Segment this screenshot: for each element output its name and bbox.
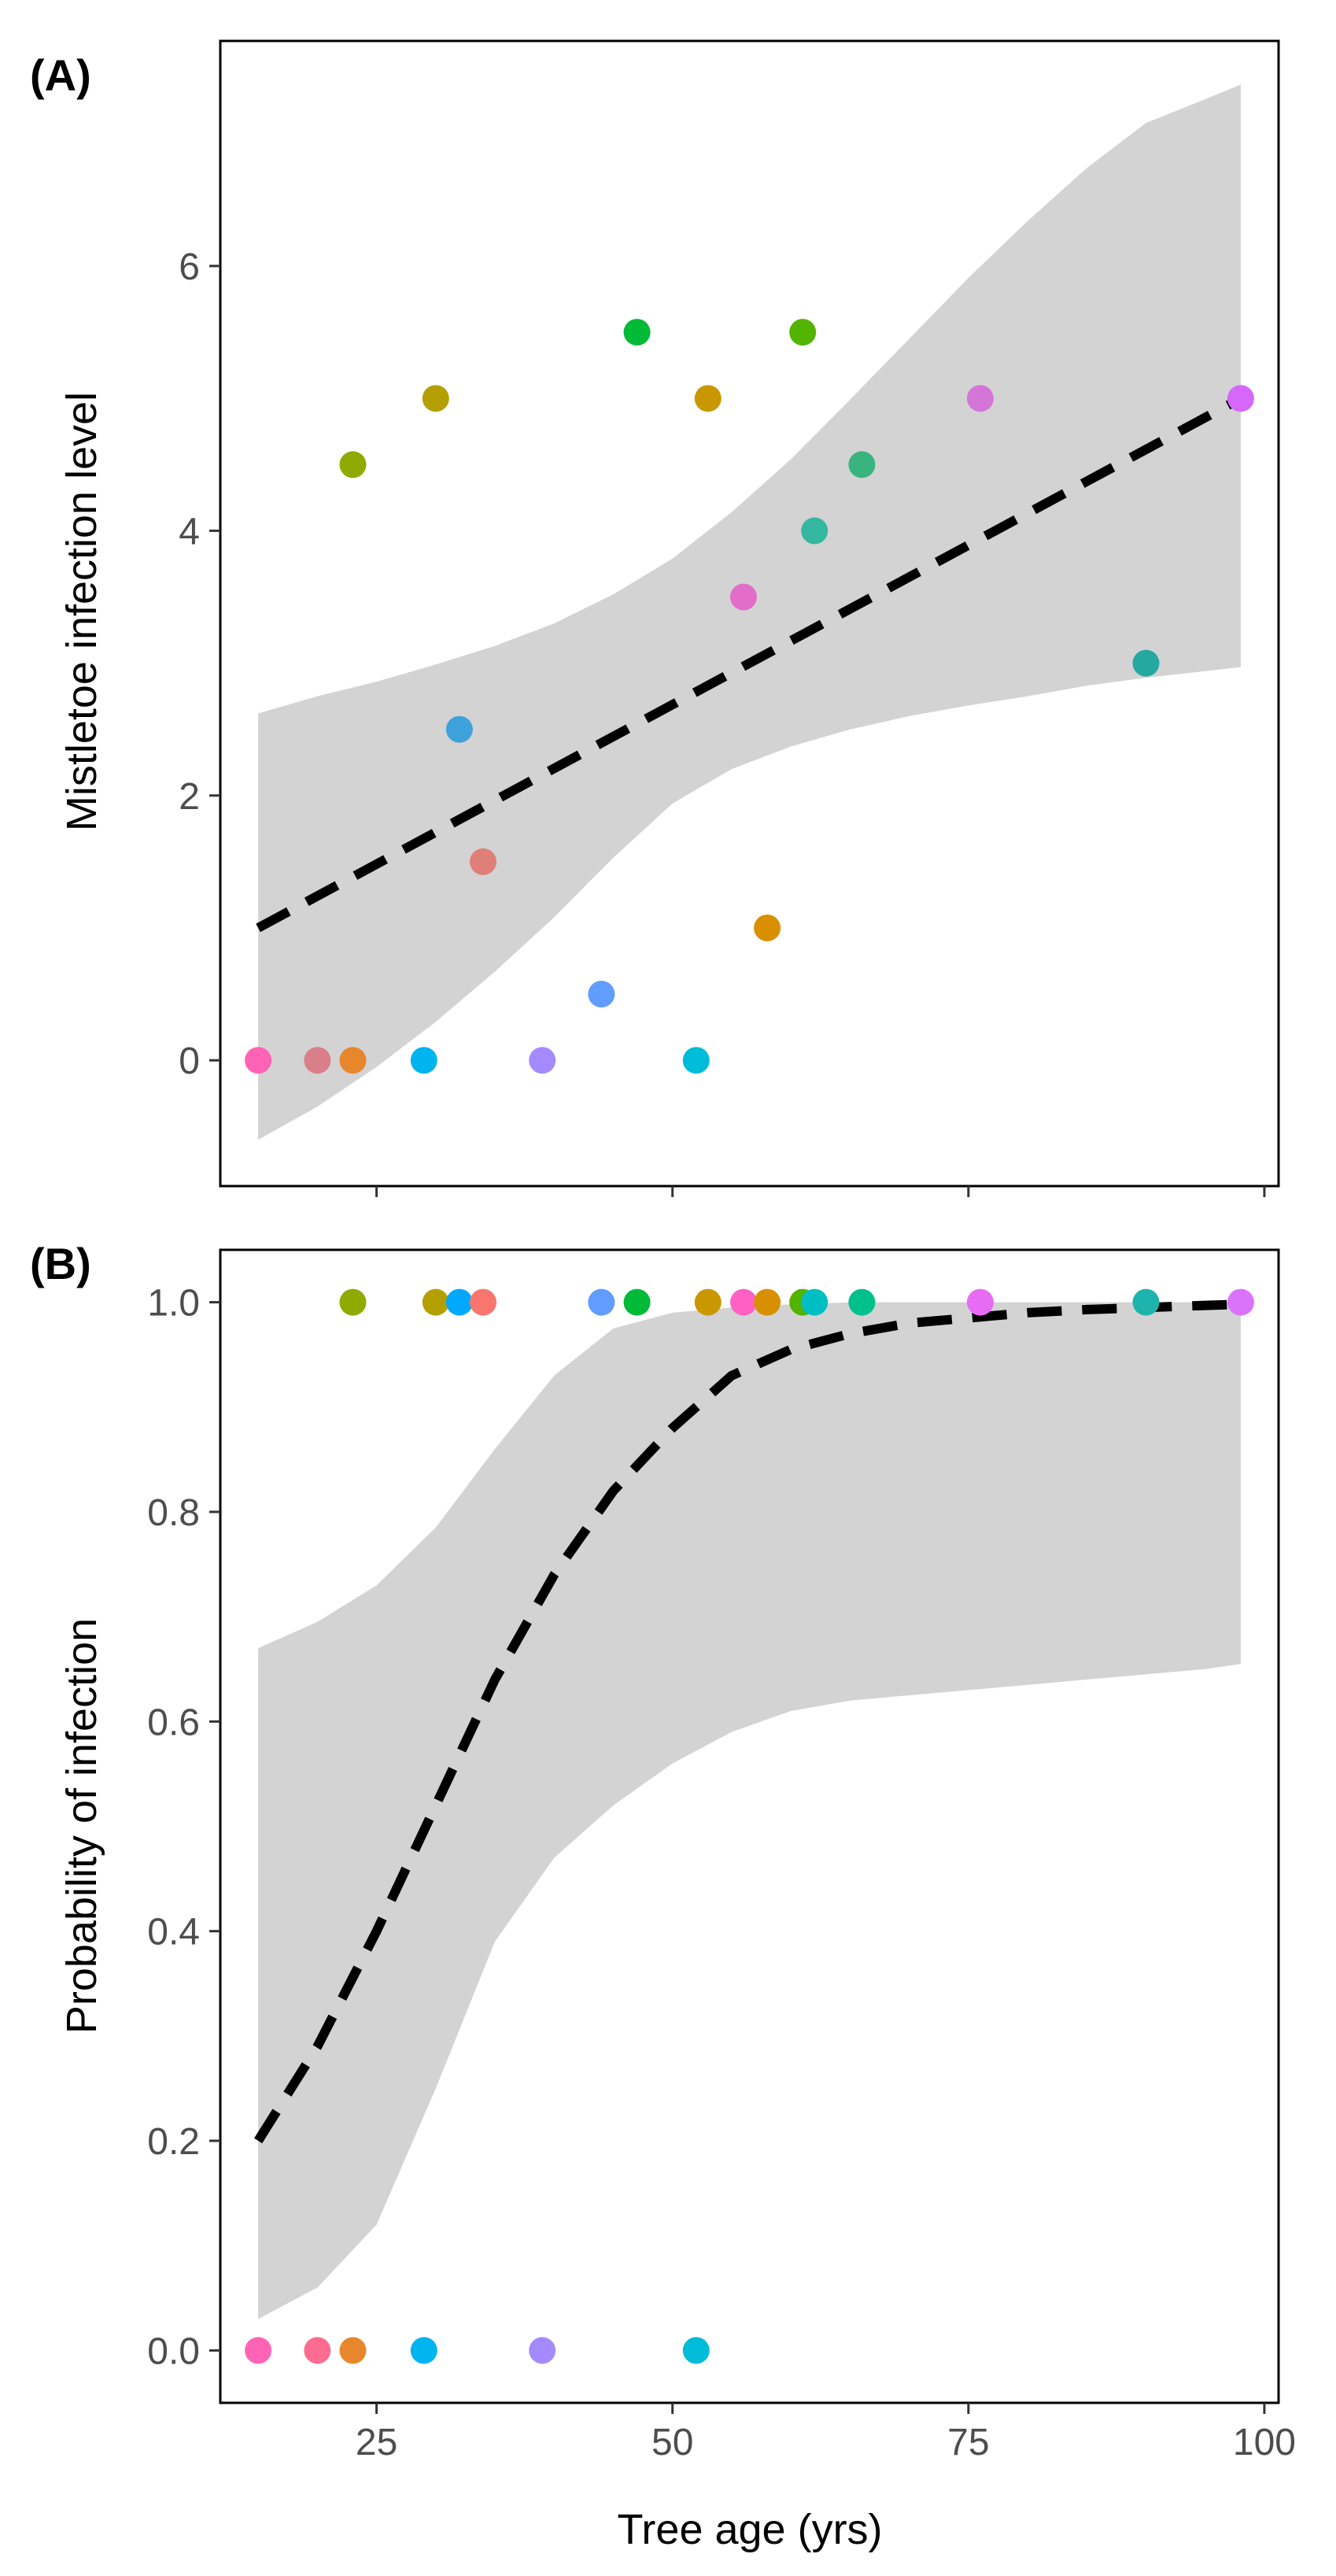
panel-a-confidence-band (258, 84, 1241, 1140)
panel-b-x-tick-label: 50 (651, 2422, 693, 2463)
panel-a-data-point (623, 319, 651, 346)
panel-a-points-group (245, 319, 1254, 1074)
panel-b-data-point (410, 2337, 437, 2364)
panel-b-data-point (470, 1288, 496, 1316)
panel-b-y-axis-title: Probability of infection (58, 1618, 105, 2034)
panel-a-y-tick-label: 0 (179, 1040, 200, 1082)
panel-a-data-point (789, 319, 817, 346)
panel-b-data-point (966, 1288, 994, 1316)
panel-a-y-tick-label: 4 (179, 511, 200, 553)
panel-a-data-point (422, 385, 449, 412)
panel-a-data-point (304, 1047, 331, 1074)
panel-a-data-point (1132, 649, 1160, 677)
panel-a-tag: (A) (30, 50, 91, 100)
panel-b-x-axis-title: Tree age (yrs) (617, 2506, 882, 2553)
panel-b-data-point (1132, 1288, 1160, 1316)
panel-a-data-point (966, 385, 994, 412)
panel-a-data-point (801, 517, 829, 545)
panel-b-frame (219, 1248, 1280, 2404)
panel-a-x-ticks (375, 1186, 1266, 1197)
panel-b-y-tick-label: 0.6 (147, 1702, 200, 1743)
panel-b-fit-line-group (254, 1299, 1242, 2144)
panel-a-y-tick-label: 2 (179, 776, 200, 818)
panel-a-data-point (588, 981, 615, 1008)
panel-a-data-point (694, 385, 722, 412)
panel-b-data-point (730, 1288, 757, 1316)
panel-b-data-point (682, 2337, 710, 2364)
panel-b-data-point (754, 1288, 781, 1316)
panel-a-data-point (339, 451, 367, 479)
panel-a-data-point (730, 583, 757, 611)
panel-b-data-point (245, 2337, 272, 2364)
panel-b-y-tick-label: 0.2 (147, 2121, 200, 2163)
panel-b-data-point (304, 2337, 331, 2364)
panel-a-fit-line-group (256, 394, 1243, 933)
panel-b-y-tick-label: 1.0 (147, 1283, 200, 1325)
panel-a-data-point (245, 1047, 272, 1074)
panel-a-data-point (470, 848, 496, 875)
panel-b-tag: (B) (30, 1239, 91, 1288)
panel-a: (A) 0 2 4 6 Mistletoe infection level (30, 39, 1280, 1197)
panel-b-data-point (623, 1288, 651, 1316)
panel-b-data-point (445, 1288, 473, 1316)
panel-b-y-ticks: 0.0 0.2 0.4 0.6 0.8 1.0 (147, 1283, 220, 2372)
panel-b: (B) 0.0 0.2 0.4 0.6 0.8 1.0 25 50 75 100 Probabi… (30, 1239, 1296, 2553)
panel-a-data-point (848, 451, 876, 479)
panel-b-x-tick-label: 75 (947, 2422, 989, 2463)
panel-b-x-tick-label: 25 (356, 2422, 397, 2463)
panel-a-y-tick-label: 6 (179, 246, 200, 288)
panel-b-y-tick-label: 0.4 (147, 1912, 200, 1953)
panel-a-data-point (529, 1047, 556, 1074)
panel-b-confidence-band-group (258, 1302, 1241, 2319)
panel-a-y-axis-title: Mistletoe infection level (58, 392, 105, 831)
panel-a-y-ticks: 0 2 4 6 (179, 246, 220, 1082)
panel-b-data-point (588, 1288, 615, 1316)
panel-b-y-tick-label: 0.8 (147, 1492, 200, 1534)
panel-b-fit-line (254, 1299, 1242, 2144)
panel-a-fit-line (256, 394, 1243, 933)
panel-b-points-group (245, 1288, 1254, 2364)
panel-a-data-point (1227, 385, 1254, 412)
panel-a-confidence-band-group (258, 84, 1241, 1140)
panel-b-confidence-band (258, 1302, 1241, 2319)
panel-b-y-tick-label: 0.0 (147, 2330, 200, 2372)
panel-b-data-point (1227, 1288, 1254, 1316)
panel-a-frame (219, 39, 1280, 1188)
panel-b-data-point (529, 2337, 556, 2364)
panel-a-data-point (754, 915, 781, 941)
panel-b-data-point (848, 1288, 876, 1316)
panel-b-x-tick-label: 100 (1233, 2422, 1296, 2463)
panel-b-data-point (339, 2337, 367, 2364)
panel-b-data-point (694, 1288, 722, 1316)
panel-a-data-point (410, 1047, 437, 1074)
panel-a-data-point (445, 715, 473, 743)
panel-b-data-point (339, 1288, 367, 1316)
panel-a-data-point (339, 1047, 367, 1074)
panel-a-data-point (682, 1047, 710, 1074)
panel-b-x-ticks: 25 50 75 100 (356, 2403, 1296, 2463)
panel-b-data-point (422, 1288, 449, 1316)
panel-b-data-point (801, 1288, 829, 1316)
